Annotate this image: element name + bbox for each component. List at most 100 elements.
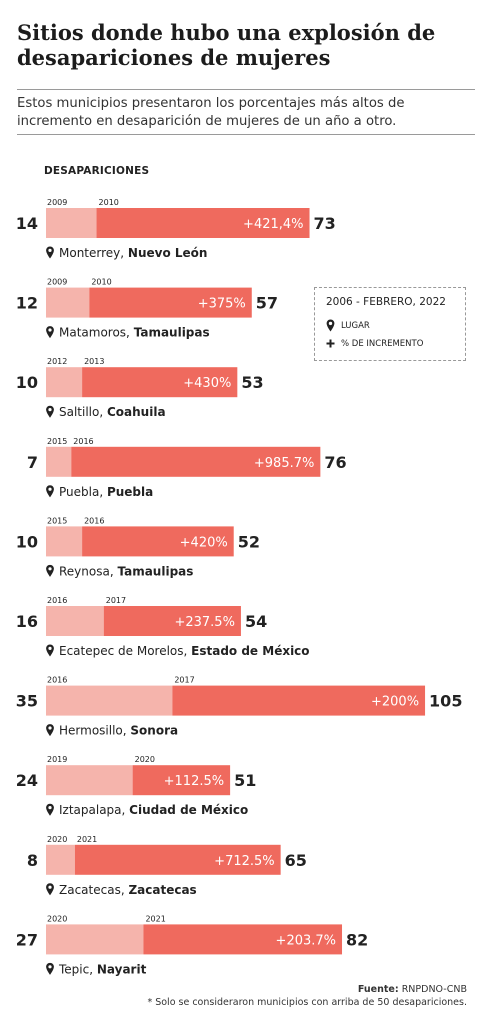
bar-curr: [143, 924, 343, 955]
bar-prev: [46, 924, 144, 955]
pin-icon: [46, 883, 54, 896]
bar-prev: [46, 208, 97, 238]
pin-icon-hole: [48, 567, 52, 571]
prev-value-label: 16: [16, 612, 38, 631]
pin-icon-hole: [48, 726, 52, 730]
municipio-label: Matamoros,: [59, 326, 134, 340]
place-label: Zacatecas, Zacatecas: [59, 883, 197, 897]
bar-curr: [96, 208, 310, 238]
curr-value-label: 82: [346, 930, 368, 949]
year-curr-label: 2016: [84, 516, 104, 525]
bar-curr: [132, 765, 231, 796]
pin-icon: [46, 485, 54, 498]
estado-label: Ciudad de México: [129, 803, 248, 817]
source-label: Fuente:: [357, 984, 399, 995]
year-curr-label: 2010: [99, 198, 119, 207]
year-curr-label: 2010: [91, 278, 111, 287]
bar-curr: [71, 446, 321, 477]
prev-value-label: 10: [16, 373, 38, 392]
curr-value-label: 73: [314, 214, 336, 233]
place-label: Puebla, Puebla: [59, 485, 153, 499]
pct-label: +421,4%: [243, 217, 303, 232]
prev-value-label: 14: [16, 214, 38, 233]
curr-value-label: 105: [429, 692, 462, 711]
pin-icon: [46, 405, 54, 418]
plus-icon: [326, 339, 335, 348]
municipio-label: Puebla,: [59, 485, 107, 499]
pct-label: +200%: [371, 695, 419, 710]
footnote: * Solo se consideraron municipios con ar…: [147, 997, 467, 1008]
pin-icon-hole: [48, 248, 52, 252]
pct-label: +712.5%: [214, 854, 274, 869]
pin-icon-hole: [48, 646, 52, 651]
pct-label: +112.5%: [164, 774, 224, 789]
curr-value-label: 76: [324, 453, 346, 472]
curr-value-label: 51: [234, 771, 256, 790]
year-prev-label: 2015: [47, 516, 67, 525]
estado-label: Coahuila: [107, 405, 166, 419]
bar-curr: [103, 606, 241, 636]
municipio-label: Reynosa,: [59, 564, 117, 578]
year-prev-label: 2009: [47, 278, 67, 287]
place-label: Ecatepec de Morelos, Estado de México: [59, 644, 310, 658]
bar-curr: [74, 844, 281, 875]
pin-icon: [326, 319, 335, 332]
estado-label: Zacatecas: [128, 883, 196, 897]
year-prev-label: 2019: [47, 755, 67, 764]
municipio-label: Tepic,: [58, 962, 97, 976]
legend-item-incremento: % DE INCREMENTO: [326, 339, 423, 349]
pin-icon-hole: [48, 328, 52, 332]
place-label: Matamoros, Tamaulipas: [59, 326, 210, 340]
municipio-label: Saltillo,: [59, 405, 107, 419]
divider-top: [17, 89, 475, 90]
pin-icon: [46, 644, 54, 657]
estado-label: Nayarit: [97, 962, 147, 976]
pct-label: +375%: [198, 297, 246, 312]
estado-label: Tamaulipas: [134, 326, 210, 340]
legend-box: 2006 - FEBRERO, 2022 LUGAR % DE INCREMEN…: [314, 287, 466, 361]
year-curr-label: 2017: [106, 596, 126, 605]
curr-value-label: 53: [241, 373, 263, 392]
bar-curr: [82, 526, 234, 557]
pin-icon-hole: [48, 965, 52, 969]
bar-prev: [46, 526, 83, 557]
legend-incremento-label: % DE INCREMENTO: [341, 339, 424, 349]
bar-curr: [89, 287, 252, 318]
pin-icon: [46, 962, 54, 975]
curr-value-label: 65: [285, 851, 307, 870]
pin-icon-hole: [48, 487, 52, 491]
pct-label: +985.7%: [254, 456, 314, 471]
pct-label: +203.7%: [276, 933, 336, 948]
bar-prev: [46, 287, 90, 318]
year-curr-label: 2016: [73, 437, 93, 446]
pin-icon-hole: [48, 885, 52, 889]
year-prev-label: 2020: [47, 835, 67, 844]
year-prev-label: 2015: [47, 437, 67, 446]
year-curr-label: 2021: [145, 914, 165, 923]
year-curr-label: 2017: [174, 676, 194, 685]
place-label: Reynosa, Tamaulipas: [59, 564, 193, 578]
municipio-label: Iztapalapa,: [59, 803, 129, 817]
divider-bottom: [17, 134, 475, 135]
pin-icon: [46, 724, 54, 737]
source-text: RNPDNO-CNB: [401, 984, 467, 995]
year-prev-label: 2016: [47, 676, 67, 685]
footer: Fuente: RNPDNO-CNB * Solo se consideraro…: [147, 983, 467, 1009]
estado-label: Puebla: [107, 485, 153, 499]
place-label: Saltillo, Coahuila: [59, 405, 166, 419]
bar-prev: [46, 367, 83, 398]
prev-value-label: 27: [16, 930, 38, 949]
curr-value-label: 52: [238, 532, 260, 551]
estado-label: Estado de México: [191, 644, 309, 658]
prev-value-label: 7: [27, 453, 38, 472]
bar-prev: [46, 606, 104, 636]
prev-value-label: 35: [16, 692, 38, 711]
place-label: Tepic, Nayarit: [58, 962, 147, 976]
estado-label: Tamaulipas: [117, 564, 193, 578]
municipio-label: Ecatepec de Morelos,: [59, 644, 191, 658]
year-prev-label: 2016: [47, 596, 67, 605]
legend-item-lugar: LUGAR: [326, 319, 370, 332]
prev-value-label: 8: [27, 851, 38, 870]
year-curr-label: 2013: [84, 357, 104, 366]
